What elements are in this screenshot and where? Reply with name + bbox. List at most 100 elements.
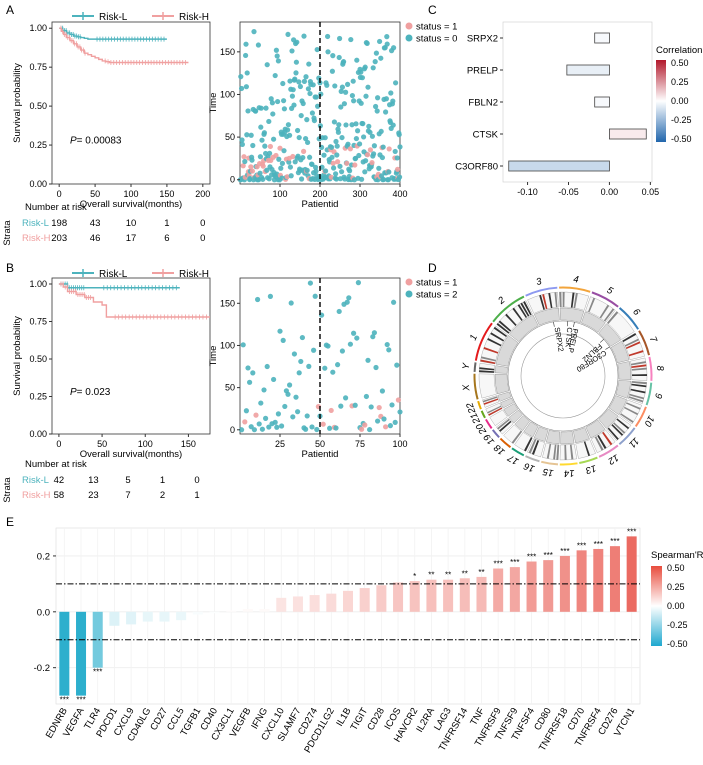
- data-point: [349, 122, 355, 128]
- chrom-band: [562, 292, 565, 308]
- data-point: [334, 152, 340, 158]
- colorbar-tick-label: 0.25: [667, 582, 685, 592]
- chrom-band: [488, 407, 503, 416]
- data-point: [260, 163, 266, 169]
- chrom-label-X: X: [461, 383, 473, 392]
- bar-cd276: [609, 546, 620, 612]
- chrom-band: [629, 393, 645, 400]
- data-point: [239, 85, 245, 92]
- chrom-track-Y: [494, 365, 508, 374]
- data-point: [296, 370, 302, 376]
- data-point: [387, 423, 393, 429]
- data-point: [297, 83, 303, 90]
- p-value: P= 0.00083: [70, 136, 122, 147]
- chrom-band: [630, 388, 646, 394]
- data-point: [352, 402, 358, 408]
- data-point: [239, 137, 245, 143]
- chrom-track-16: [533, 426, 549, 442]
- bar-pdcd1lg2: [326, 593, 337, 612]
- risk-count: 198: [51, 218, 67, 229]
- data-point: [307, 280, 313, 286]
- chrom-track-13: [573, 427, 590, 444]
- y-tick-label: 50: [225, 383, 235, 393]
- data-point: [343, 122, 349, 128]
- data-point: [334, 143, 340, 149]
- data-point: [338, 403, 344, 409]
- data-point: [355, 128, 361, 134]
- data-point: [279, 160, 285, 166]
- data-point: [343, 89, 349, 95]
- data-point: [359, 426, 365, 432]
- x-tick-label: 25: [275, 439, 285, 449]
- data-point: [325, 343, 331, 349]
- data-point: [290, 414, 296, 420]
- data-point: [371, 151, 377, 157]
- data-point: [309, 424, 315, 430]
- data-point: [313, 94, 319, 100]
- data-point: [371, 330, 377, 336]
- chrom-label-Y: Y: [461, 362, 473, 370]
- chrom-band: [511, 430, 523, 444]
- risk-row-label-risk-l: Risk-L: [22, 475, 49, 486]
- data-point: [367, 426, 373, 433]
- bar-cx3cl1: [226, 610, 237, 612]
- colorbar: [651, 566, 662, 646]
- data-point: [360, 121, 366, 127]
- chrom-label-2: 2: [495, 294, 507, 307]
- chrom-label-10: 10: [641, 414, 656, 429]
- data-point: [275, 411, 281, 417]
- data-point: [273, 152, 279, 159]
- bar-cd27: [159, 611, 170, 622]
- data-point: [365, 152, 371, 158]
- data-point: [312, 293, 318, 299]
- risk-table-title: Number at risk: [25, 459, 87, 470]
- chrom-band: [564, 444, 567, 460]
- chrom-color-arc-18: [499, 437, 512, 449]
- data-point: [244, 70, 250, 76]
- data-point: [287, 78, 293, 84]
- data-point: [317, 123, 323, 129]
- data-point: [281, 148, 287, 154]
- data-point: [309, 161, 315, 167]
- chrom-color-arc-7: [638, 330, 650, 356]
- data-point: [365, 84, 371, 90]
- gene-label-c3orf80: C3ORF80: [455, 162, 498, 173]
- chrom-band: [631, 383, 647, 388]
- chrom-track-22: [497, 391, 512, 402]
- data-point: [285, 391, 291, 397]
- data-point: [324, 147, 330, 153]
- y-tick-label: 0: [230, 175, 235, 185]
- y-tick-label: 100: [220, 89, 235, 99]
- data-point: [305, 139, 311, 146]
- chrom-label-13: 13: [584, 462, 598, 476]
- legend-label: status = 0: [416, 34, 457, 45]
- x-axis-label: Patientid: [302, 449, 339, 460]
- chrom-color-arc-16: [525, 455, 540, 463]
- inner-ring: [507, 320, 619, 432]
- gene-label-srpx2: SRPX2: [467, 34, 498, 45]
- y-tick-label: 0.75: [29, 62, 47, 72]
- chrom-color-arc-2: [492, 295, 525, 323]
- chrom-track-19: [508, 409, 523, 424]
- significance-tnfsf4: ***: [527, 553, 536, 562]
- bar-tgfb1: [192, 611, 203, 615]
- chrom-band: [480, 356, 496, 362]
- colorbar-tick-label: -0.50: [667, 639, 688, 649]
- bar-cd70: [576, 550, 587, 612]
- x-tick-label: 150: [159, 189, 174, 199]
- chrom-band: [624, 406, 639, 416]
- x-label-cd28: CD28: [365, 706, 387, 733]
- data-point: [383, 109, 389, 115]
- data-point: [289, 93, 295, 99]
- y-tick-label: 0.75: [29, 317, 47, 327]
- data-point: [392, 148, 398, 155]
- data-point: [350, 78, 356, 84]
- data-point: [276, 156, 282, 162]
- data-point: [285, 127, 291, 133]
- chrom-ideogram-12: [590, 429, 616, 453]
- significance-ednrb: ***: [60, 696, 69, 705]
- bar-icos: [393, 582, 404, 612]
- data-point: [306, 363, 312, 369]
- panel-label-c: C: [428, 3, 437, 17]
